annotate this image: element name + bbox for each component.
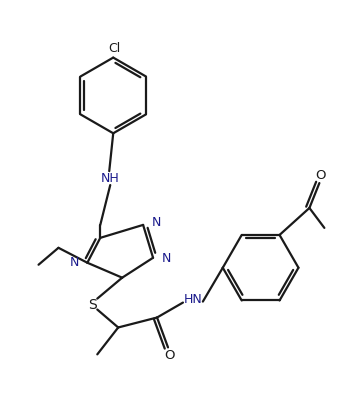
Text: N: N — [70, 256, 79, 269]
Text: Cl: Cl — [108, 42, 120, 55]
Text: NH: NH — [101, 172, 120, 184]
Text: HN: HN — [184, 293, 202, 306]
Text: O: O — [165, 349, 175, 362]
Text: S: S — [88, 298, 97, 312]
Text: N: N — [152, 216, 162, 230]
Text: N: N — [162, 252, 171, 265]
Text: O: O — [315, 169, 325, 182]
